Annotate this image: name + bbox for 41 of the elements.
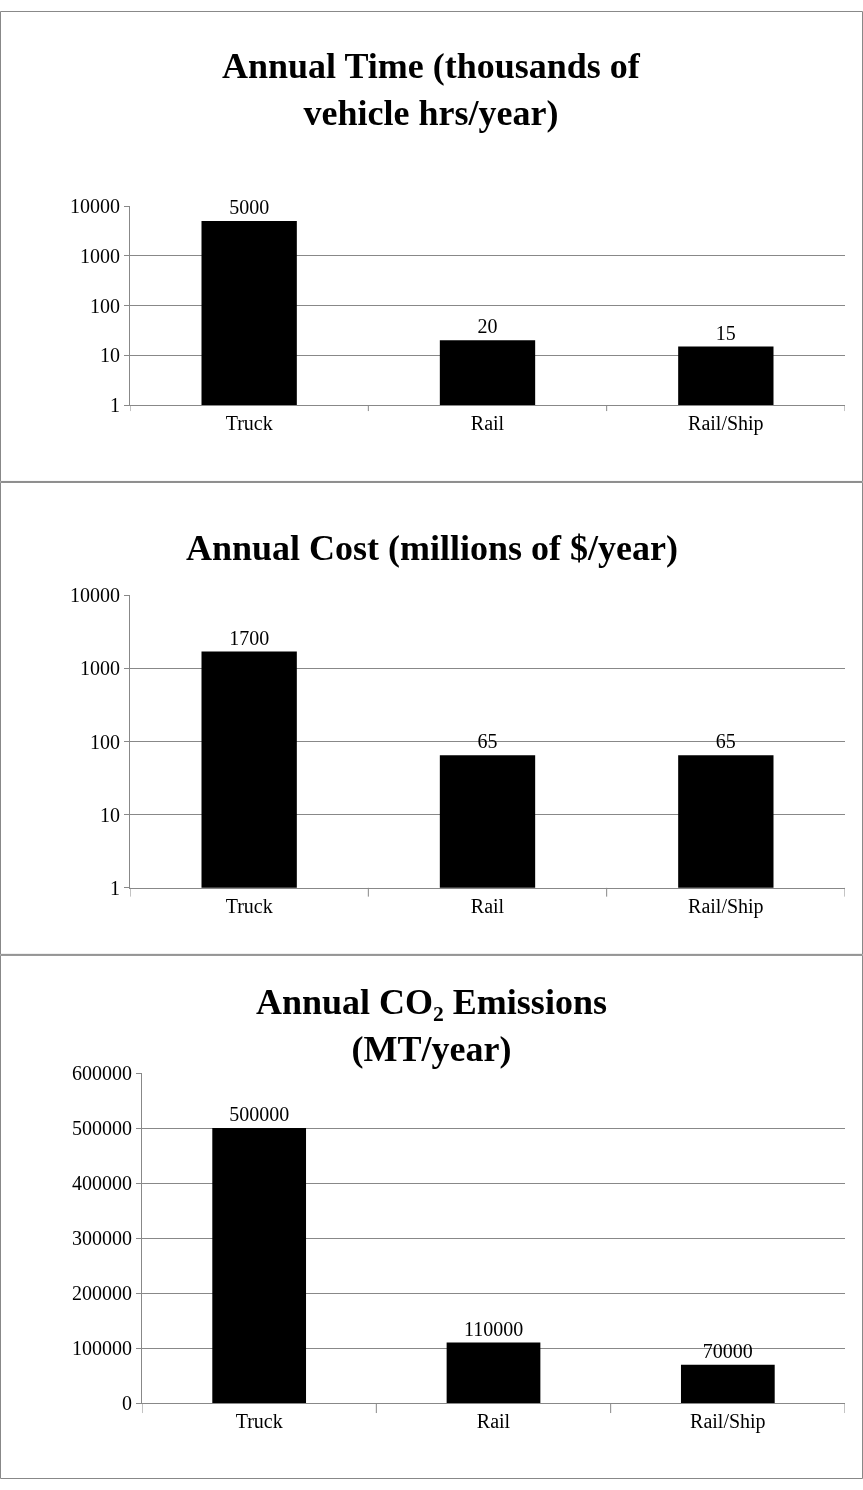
x-tick-label: Rail/Ship xyxy=(690,1410,766,1434)
y-tick-label: 10000 xyxy=(70,195,120,218)
bar xyxy=(680,1364,775,1404)
y-tick-label: 300000 xyxy=(72,1227,132,1250)
y-tick-label: 1000 xyxy=(80,657,120,680)
y-tick-label: 1000 xyxy=(80,244,120,267)
y-tick-label: 1 xyxy=(110,876,120,899)
data-label: 500000 xyxy=(229,1103,290,1126)
data-label: 110000 xyxy=(463,1317,524,1340)
y-tick-label: 200000 xyxy=(72,1282,132,1305)
data-label: 65 xyxy=(715,730,736,753)
chart-title: Annual Time (thousands of vehicle hrs/year) xyxy=(222,46,641,133)
y-tick-label: 600000 xyxy=(72,1062,132,1085)
chart-title: Annual CO₂ Emissions (MT/year) xyxy=(256,982,607,1069)
x-tick-label: Rail xyxy=(476,1410,511,1433)
x-tick-label: Truck xyxy=(225,894,273,917)
x-tick-label: Truck xyxy=(235,1410,283,1433)
y-tick-label: 10000 xyxy=(70,584,120,607)
y-tick-label: 10 xyxy=(100,803,120,826)
data-label: 65 xyxy=(477,730,498,753)
y-tick-label: 100000 xyxy=(72,1337,132,1360)
y-tick-label: 500000 xyxy=(72,1117,132,1140)
data-label: 5000 xyxy=(229,196,270,219)
x-tick-label: Rail/Ship xyxy=(688,894,764,918)
chart-title: Annual Cost (millions of $/year) xyxy=(186,528,679,568)
bar xyxy=(212,1128,307,1404)
data-label: 70000 xyxy=(702,1339,753,1362)
data-label: 15 xyxy=(715,321,736,344)
bar xyxy=(446,1342,541,1404)
y-tick-label: 1 xyxy=(110,394,120,417)
y-tick-label: 100 xyxy=(90,730,120,753)
y-tick-label: 400000 xyxy=(72,1172,132,1195)
x-tick-label: Rail xyxy=(470,412,505,435)
x-tick-label: Rail/Ship xyxy=(688,412,764,436)
x-tick-label: Truck xyxy=(225,412,273,435)
y-tick-label: 100 xyxy=(90,294,120,317)
data-label: 1700 xyxy=(229,626,270,649)
y-tick-label: 10 xyxy=(100,344,120,367)
y-tick-label: 0 xyxy=(122,1392,132,1415)
data-label: 20 xyxy=(477,315,498,338)
x-tick-label: Rail xyxy=(470,894,505,917)
